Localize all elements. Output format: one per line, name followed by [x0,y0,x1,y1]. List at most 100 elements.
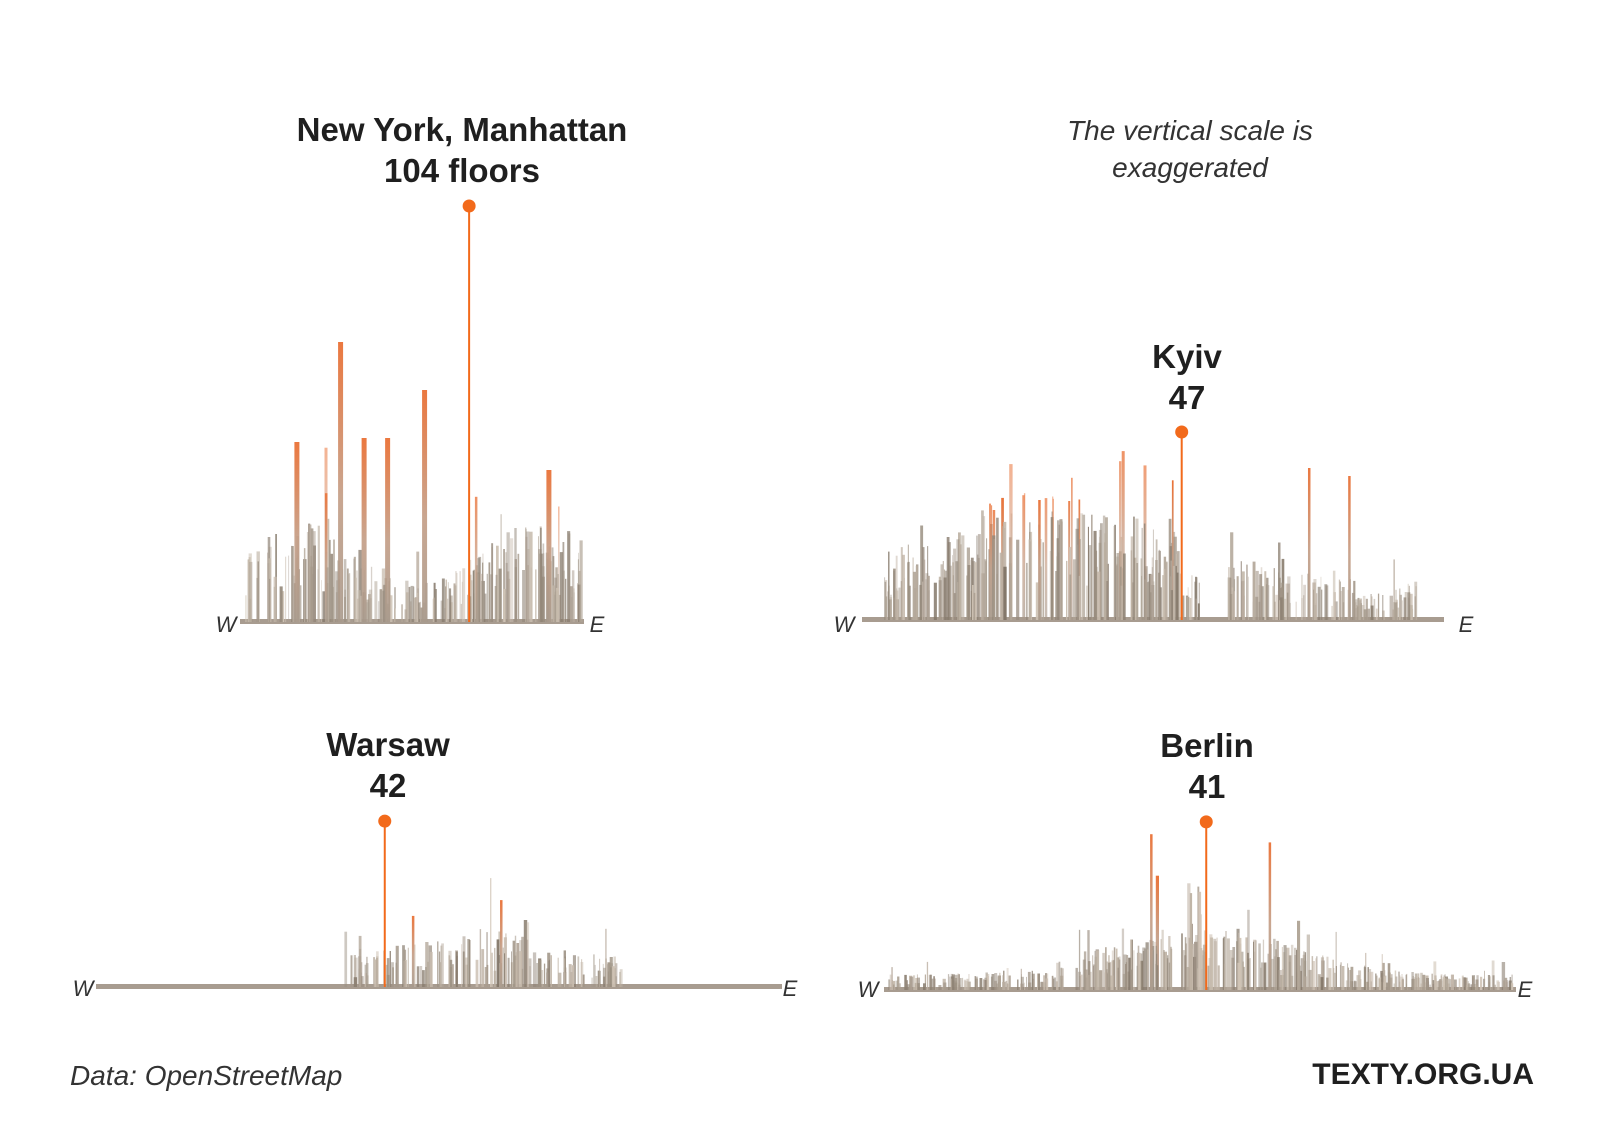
building-bar [1406,983,1407,990]
building-bar [1335,966,1337,990]
tallest-building-dot [378,814,392,828]
building-bar [1194,941,1198,990]
building-bar [1120,585,1123,620]
building-bar [942,561,944,620]
building-bar [1340,591,1343,620]
building-bar [1366,608,1370,620]
building-bar [1284,598,1287,620]
building-bar [354,577,357,622]
building-bar [484,593,487,622]
building-bar [1075,967,1078,990]
building-bar [1267,953,1270,990]
tall-building-bar [1038,500,1041,620]
building-bar [1320,977,1324,990]
building-bar [1008,975,1011,990]
building-bar [550,955,552,987]
building-bar [1115,948,1118,990]
building-bar [1189,598,1192,620]
building-bar [1186,967,1190,990]
building-bar [408,586,411,622]
building-bar [902,554,905,620]
building-bar [915,978,918,990]
building-bar [328,539,331,622]
tallest-building-dot [1199,815,1213,829]
building-bar [1253,939,1257,990]
building-bar [1321,589,1323,620]
building-bar [1186,596,1190,620]
building-bar [484,967,488,987]
building-bar [977,534,981,620]
building-bar [491,547,493,622]
building-bar [893,984,895,990]
building-bar [1368,972,1372,990]
building-bar [1216,937,1218,990]
tall-building-bar [1307,468,1311,620]
building-bar [1370,605,1374,620]
building-bar [1341,587,1345,620]
panel-kyiv [862,425,1444,622]
building-bar [1487,975,1491,990]
building-bar [308,524,312,622]
building-bar [1217,965,1220,990]
building-bar [974,976,977,990]
building-bar [1279,597,1283,620]
building-bar [441,578,445,622]
building-bar [427,961,429,987]
tall-building-bar [338,342,344,622]
building-bar [1260,967,1262,990]
building-bar [1182,595,1185,620]
building-bar [564,972,566,987]
building-bar [1270,958,1274,990]
building-bar [451,964,454,987]
building-bar [1172,565,1176,620]
building-bar [359,595,362,622]
building-bar [958,974,960,990]
building-bar [306,532,310,622]
building-bar [538,960,542,987]
building-bar [989,503,991,620]
building-bar [1339,964,1341,990]
building-bar [370,566,373,622]
building-bar [479,929,482,987]
building-bar [1399,609,1402,620]
building-bar [1016,539,1020,620]
building-bar [359,948,362,987]
building-bar [1398,975,1401,990]
building-bar [1133,557,1137,620]
building-bar [1277,957,1280,990]
building-bar [961,535,965,620]
building-bar [361,976,364,987]
building-bar [432,598,435,622]
building-bar [410,585,414,622]
building-bar [1394,602,1398,620]
building-bar [1367,967,1369,990]
building-bar [414,944,416,987]
building-bar [1286,592,1289,620]
building-bar [1028,982,1032,990]
building-bar [509,538,514,622]
building-bar [1453,979,1457,990]
building-bar [1311,956,1314,990]
building-bar [1053,977,1056,990]
building-bar [956,582,959,620]
building-bar [1191,575,1193,620]
building-bar [1403,597,1407,620]
building-bar [1175,565,1177,620]
building-bar [425,942,429,987]
building-bar [495,574,498,622]
building-bar [1102,952,1105,990]
axis-west-new-york: W [216,612,239,637]
building-bar [279,586,283,622]
building-bar [1052,975,1054,990]
city-title-kyiv: Kyiv [1152,338,1222,375]
building-bar [888,979,890,990]
building-bar [1426,978,1429,990]
building-bar [1335,931,1337,990]
building-bar [1446,983,1450,990]
building-bar [433,597,435,622]
axis-east-warsaw: E [783,976,798,1001]
building-bar [557,594,561,622]
building-bar [1189,893,1193,990]
building-bar [1151,946,1155,990]
building-bar [481,949,485,987]
